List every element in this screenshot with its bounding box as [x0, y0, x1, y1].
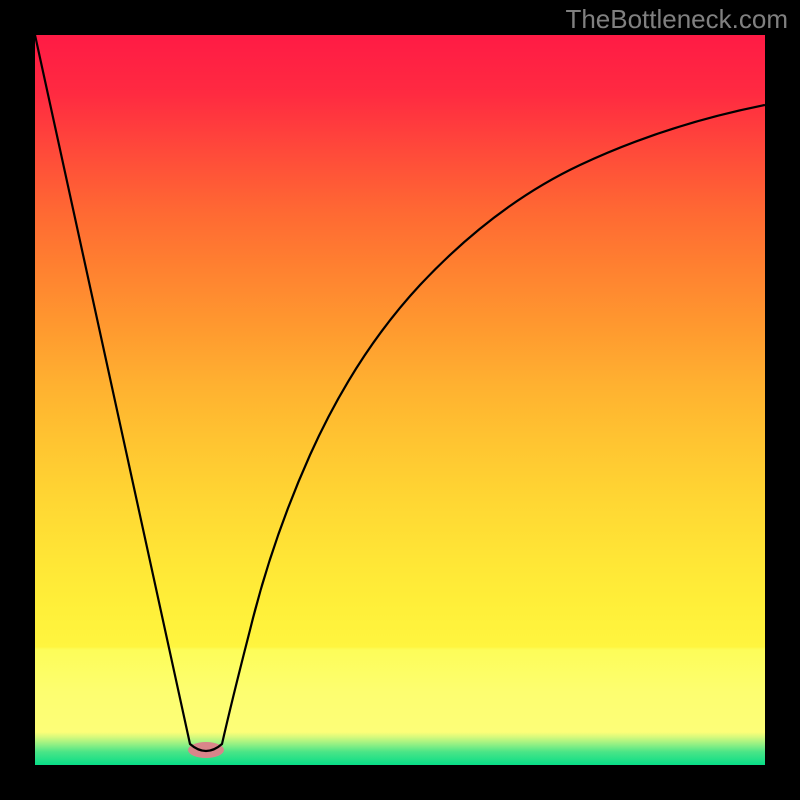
chart-container: TheBottleneck.com: [0, 0, 800, 800]
plot-background: [35, 35, 765, 765]
bottleneck-chart: TheBottleneck.com: [0, 0, 800, 800]
watermark-text: TheBottleneck.com: [565, 4, 788, 34]
